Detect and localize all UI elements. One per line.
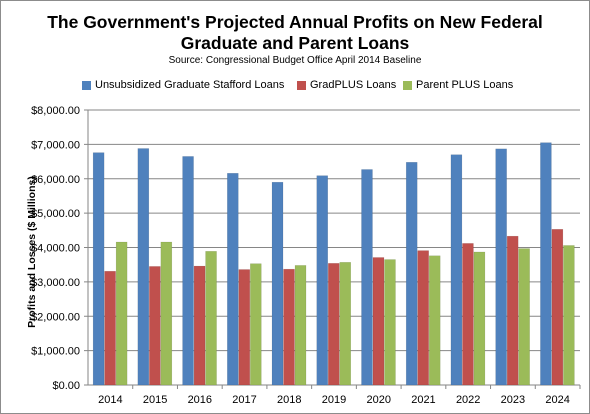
bar-2021-series-0 [405, 162, 418, 386]
x-tick-label: 2021 [411, 394, 435, 406]
bar-2014-series-1 [104, 270, 116, 386]
bar-2016-series-1 [193, 265, 206, 386]
bar-2024-series-2 [563, 245, 575, 386]
bar-2016-series-0 [182, 156, 194, 386]
bar-2019-series-2 [339, 262, 351, 386]
y-tick-label: $8,000.00 [31, 105, 80, 117]
bar-2016-series-2 [205, 251, 217, 386]
y-tick-label: $4,000.00 [31, 243, 80, 255]
legend-label-gradplus: GradPLUS Loans [310, 79, 397, 91]
chart-title-line-1: The Government's Projected Annual Profit… [47, 12, 543, 32]
x-tick-label: 2023 [501, 394, 525, 406]
chart-legend: Unsubsidized Graduate Stafford Loans Gra… [0, 79, 590, 93]
x-tick-label: 2020 [366, 394, 390, 406]
x-tick-label: 2014 [98, 394, 122, 406]
bar-2023-series-2 [518, 248, 530, 386]
y-tick-label: $3,000.00 [31, 277, 80, 289]
legend-label-unsubsidized: Unsubsidized Graduate Stafford Loans [95, 79, 285, 91]
x-tick-label: 2024 [545, 394, 569, 406]
bar-2020-series-2 [384, 259, 396, 386]
x-tick-label: 2016 [188, 394, 212, 406]
bar-2017-series-0 [227, 173, 239, 386]
y-tick-label: $7,000.00 [31, 139, 80, 151]
x-tick-label: 2022 [456, 394, 480, 406]
y-tick-label: $6,000.00 [31, 174, 80, 186]
bar-2019-series-0 [316, 175, 328, 386]
bar-2014-series-2 [115, 241, 128, 386]
bar-2023-series-0 [495, 148, 507, 386]
legend-swatch-parentplus [403, 80, 412, 90]
y-tick-label: $5,000.00 [31, 208, 80, 220]
x-tick-label: 2017 [232, 394, 256, 406]
bar-2015-series-1 [149, 266, 161, 386]
x-tick-label: 2015 [143, 394, 167, 406]
x-tick-label: 2019 [322, 394, 346, 406]
bars [92, 142, 575, 386]
bar-2019-series-1 [328, 263, 340, 386]
legend-swatch-unsubsidized [82, 80, 91, 90]
bar-2020-series-1 [372, 257, 385, 386]
bar-2015-series-2 [160, 241, 173, 386]
bar-2022-series-2 [473, 251, 486, 386]
legend-label-parentplus: Parent PLUS Loans [416, 79, 514, 91]
bar-2018-series-2 [294, 265, 307, 386]
bar-2015-series-0 [137, 148, 150, 386]
x-tick-label: 2018 [277, 394, 301, 406]
chart-title-line-2: Graduate and Parent Loans [180, 33, 410, 53]
y-tick-label: $0.00 [52, 380, 80, 392]
bar-2018-series-1 [283, 268, 295, 386]
bar-2024-series-0 [540, 142, 552, 386]
bar-2014-series-0 [92, 152, 105, 386]
y-tick-label: $1,000.00 [31, 346, 80, 358]
chart-subtitle: Source: Congressional Budget Office Apri… [168, 55, 422, 66]
bar-2023-series-1 [506, 235, 519, 386]
legend-swatch-gradplus [297, 80, 306, 90]
y-axis-label: Profits and Losses ($ Millions) [26, 176, 38, 328]
bar-2024-series-1 [551, 229, 564, 386]
legend-item-gradplus: GradPLUS Loans [297, 79, 396, 91]
x-tick-labels: 2014 2015 2016 2017 2018 2019 2020 2021 2022 2023… [98, 394, 570, 406]
y-tick-label: $2,000.00 [31, 311, 80, 323]
legend-item-parentplus: Parent PLUS Loans [403, 79, 513, 91]
bar-2022-series-0 [450, 154, 463, 386]
bar-2021-series-2 [428, 255, 441, 386]
bar-2021-series-1 [417, 250, 429, 386]
legend-item-unsubsidized: Unsubsidized Graduate Stafford Loans [82, 79, 284, 91]
bar-2018-series-0 [271, 181, 284, 386]
bar-2017-series-1 [238, 269, 251, 386]
bar-2020-series-0 [361, 169, 373, 386]
bar-2017-series-2 [250, 263, 262, 386]
bar-2022-series-1 [462, 243, 474, 386]
y-tick-labels: $0.00 $1,000.00 $2,000.00 $3,000.00 $4,000.0… [31, 105, 80, 392]
